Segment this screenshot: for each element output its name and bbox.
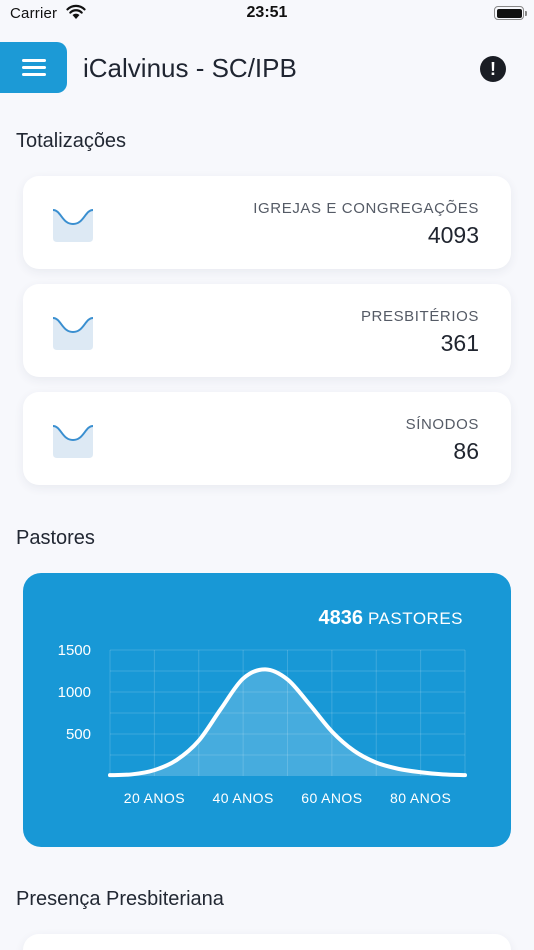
pastors-age-chart: 500 1000 1500 20 ANOS 40 ANOS 60 ANOS 80 ANOS <box>58 642 467 806</box>
x-tick-label: 60 ANOS <box>301 790 362 806</box>
stat-value: 4093 <box>427 222 479 248</box>
app-title: iCalvinus - SC/IPB <box>83 53 297 83</box>
stat-value: 86 <box>453 438 479 464</box>
pastors-total-value: 4836 <box>318 607 363 629</box>
y-tick-label: 500 <box>66 726 91 743</box>
status-bar: Carrier 23:51 <box>0 0 534 30</box>
battery-icon <box>494 6 527 20</box>
presence-card[interactable] <box>23 934 511 950</box>
pastors-total-unit: PASTORES <box>367 609 463 628</box>
stat-card-presbyteries[interactable]: PRESBITÉRIOS 361 <box>23 284 511 377</box>
stat-label: PRESBITÉRIOS <box>360 308 479 325</box>
chart-thumbnail-icon <box>53 317 93 350</box>
hamburger-icon <box>21 59 46 76</box>
stat-value: 361 <box>440 330 479 356</box>
menu-button[interactable] <box>0 42 67 93</box>
carrier-label: Carrier <box>10 5 58 22</box>
wifi-icon <box>66 4 86 19</box>
pastors-total: 4836 PASTORES <box>318 607 463 630</box>
chart-thumbnail-icon <box>53 209 93 242</box>
y-tick-label: 1500 <box>58 642 91 659</box>
section-title-pastors: Pastores <box>16 527 95 549</box>
stat-label: SÍNODOS <box>405 416 479 433</box>
y-tick-label: 1000 <box>58 684 91 701</box>
stat-card-churches[interactable]: IGREJAS E CONGREGAÇÕES 4093 <box>23 176 511 269</box>
pastors-chart-card[interactable]: 4836 PASTORES 500 1000 1500 20 ANOS 40 ANOS 60… <box>23 573 511 847</box>
x-tick-label: 40 ANOS <box>213 790 274 806</box>
stat-card-synods[interactable]: SÍNODOS 86 <box>23 392 511 485</box>
app-header: iCalvinus - SC/IPB ! <box>0 42 534 94</box>
section-title-presence: Presença Presbiteriana <box>16 888 224 910</box>
alert-button[interactable]: ! <box>480 56 506 82</box>
series-line <box>108 667 467 778</box>
chart-thumbnail-icon <box>53 425 93 458</box>
section-title-totals: Totalizações <box>16 130 127 152</box>
series-area <box>110 669 465 776</box>
clock: 23:51 <box>246 4 288 21</box>
x-tick-label: 80 ANOS <box>390 790 451 806</box>
stat-label: IGREJAS E CONGREGAÇÕES <box>253 200 479 217</box>
x-tick-label: 20 ANOS <box>124 790 185 806</box>
